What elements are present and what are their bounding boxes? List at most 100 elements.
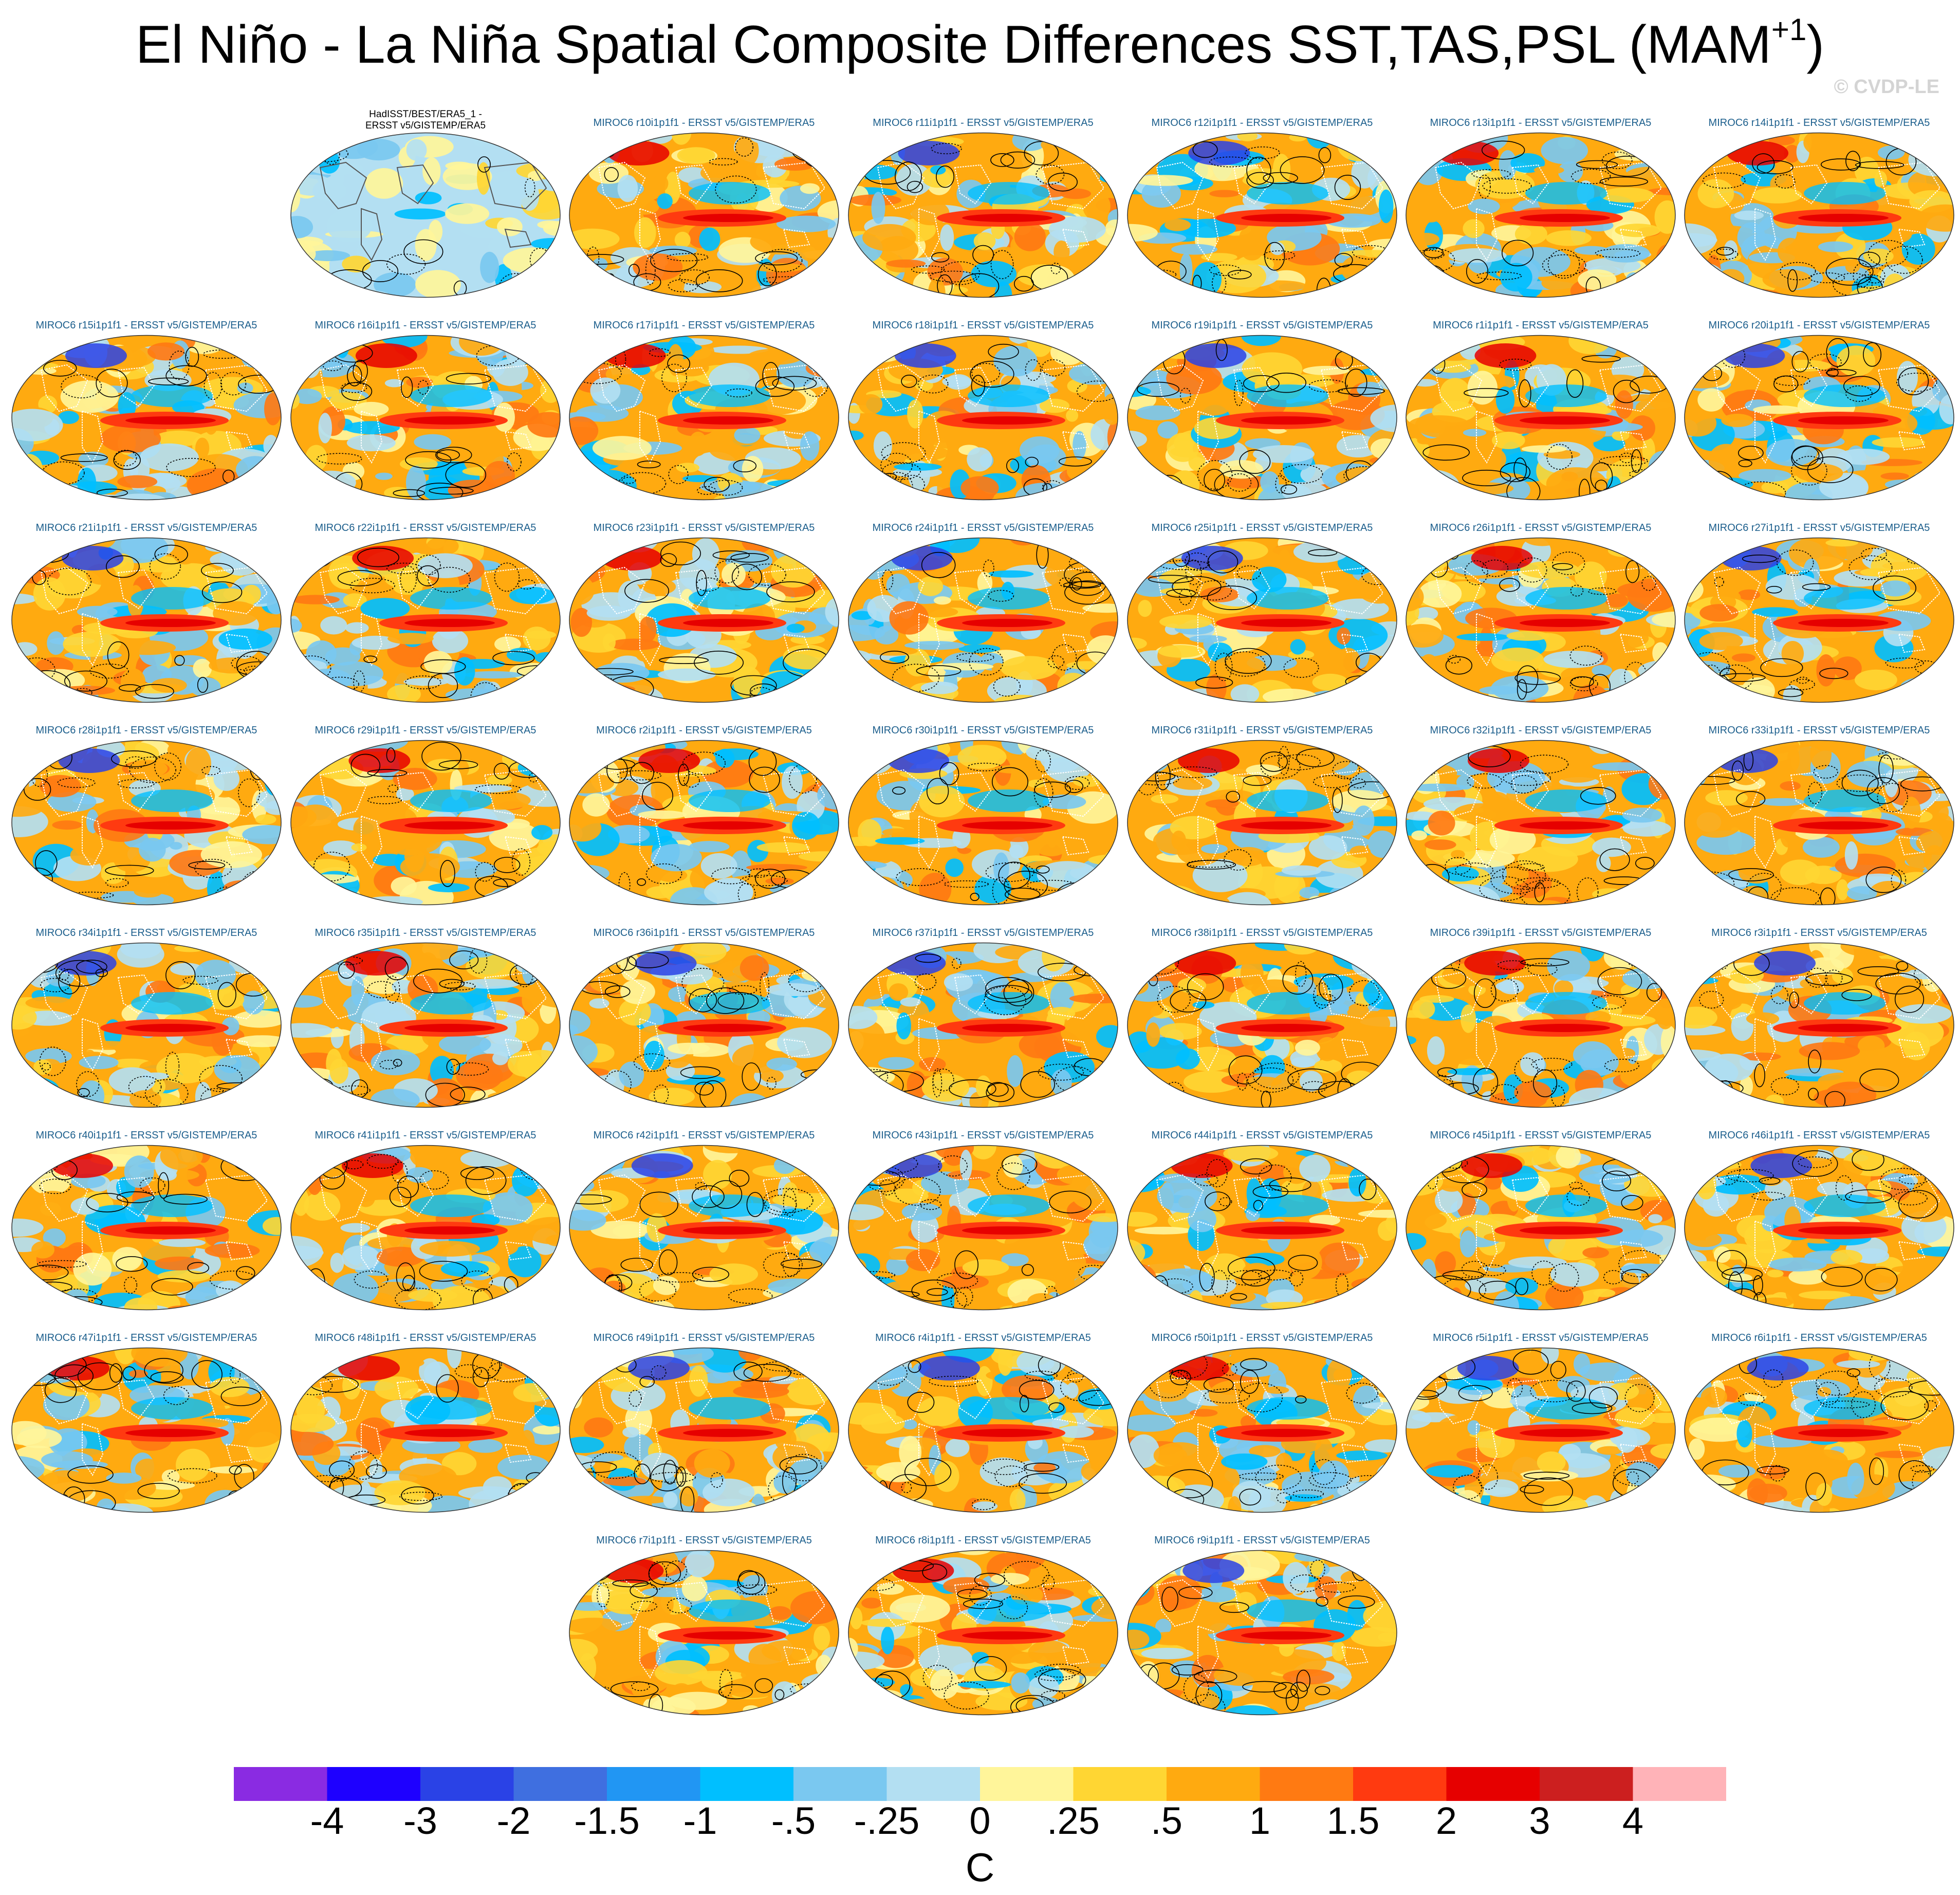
anomaly-patch [1506,631,1550,641]
psl-contour [405,451,452,469]
anomaly-patch [140,443,199,472]
map-panel: MIROC6 r26i1p1f1 - ERSST v5/GISTEMP/ERA5 [1402,522,1679,712]
coastline [1619,228,1647,248]
coastline [1434,161,1483,210]
north-anomaly [1437,141,1499,165]
anomaly-patch [489,822,541,851]
anomaly-patch [12,740,67,756]
psl-contour [637,878,646,886]
coastline [1476,208,1498,261]
psl-contour [493,857,521,873]
anomaly-patch [1753,405,1802,414]
anomaly-patch [1690,136,1719,144]
anomaly-patch [211,740,232,749]
anomaly-patch [1193,262,1222,296]
psl-contour [403,239,443,264]
anomaly-patch [569,815,602,842]
anomaly-patch [325,661,383,687]
coastline [1041,364,1105,412]
psl-contour [511,848,531,876]
anomaly-patch [848,538,890,548]
pacific-cool-band [1247,182,1329,205]
coastline [1877,161,1941,210]
psl-contour [1137,381,1180,397]
anomaly-patch [415,191,442,205]
psl-contour [117,779,155,788]
anomaly-patch [291,347,326,361]
coastline [82,1018,104,1071]
anomaly-patch [419,1241,480,1257]
coastline [82,410,104,464]
panel-label: MIROC6 r15i1p1f1 - ERSST v5/GISTEMP/ERA5 [35,320,257,331]
anomaly-patch [1706,538,1718,551]
coastline [319,1174,367,1222]
psl-contour [1770,1077,1799,1095]
panel-label: MIROC6 r18i1p1f1 - ERSST v5/GISTEMP/ERA5 [872,320,1094,331]
north-anomaly [1181,546,1243,571]
anomaly-patch [821,1169,839,1186]
anomaly-patch [1044,561,1078,587]
anomaly-patch [209,657,254,674]
coastline [1041,566,1105,615]
psl-contour [624,579,670,603]
anomaly-patch [517,546,547,556]
coastline [319,971,367,1020]
anomaly-patch [857,1152,891,1171]
psl-contour [163,1193,208,1205]
coastline [484,566,547,615]
psl-contour [1872,575,1916,601]
north-anomaly [1716,748,1778,773]
anomaly-patch [1803,837,1840,858]
anomaly-patch [1900,677,1949,697]
psl-contour [772,376,817,391]
anomaly-patch [1491,648,1544,673]
coastline [396,771,434,812]
psl-contour [1601,152,1633,169]
map-svg [11,1145,282,1311]
psl-contour [1825,369,1857,377]
pacific-cool-band [689,587,771,610]
coastline [783,1038,810,1058]
anomaly-patch [759,671,811,703]
panel-label: MIROC6 r12i1p1f1 - ERSST v5/GISTEMP/ERA5 [1151,117,1373,128]
psl-contour [384,956,409,981]
panel-label: MIROC6 r20i1p1f1 - ERSST v5/GISTEMP/ERA5 [1708,320,1930,331]
coastline [40,1174,88,1222]
enso-core [1798,1024,1889,1032]
psl-contour [1736,481,1786,500]
anomaly-patch [1406,950,1426,964]
psl-contour [972,245,994,265]
anomaly-patch [1780,859,1820,886]
anomaly-patch [1915,674,1954,695]
page-title: El Niño - La Niña Spatial Composite Diff… [0,12,1960,76]
enso-core [125,416,216,425]
anomaly-patch [1166,362,1222,395]
anomaly-patch [800,183,820,194]
map-svg [848,537,1118,703]
psl-contour [76,1071,100,1097]
anomaly-patch [236,898,261,905]
anomaly-patch [373,854,405,867]
anomaly-patch [896,164,932,196]
psl-contour [929,270,977,283]
anomaly-patch [242,584,261,604]
anomaly-patch [569,1286,591,1310]
anomaly-patch [537,220,560,229]
map-panel: MIROC6 r43i1p1f1 - ERSST v5/GISTEMP/ERA5 [844,1130,1122,1320]
psl-contour [1246,172,1274,189]
psl-contour [1878,755,1894,784]
anomaly-patch [1895,1004,1952,1024]
psl-contour [418,380,429,395]
coastline [639,1220,661,1274]
anomaly-patch [120,668,146,696]
map-panel: MIROC6 r38i1p1f1 - ERSST v5/GISTEMP/ERA5 [1123,927,1401,1117]
anomaly-patch [1081,169,1101,183]
psl-contour [1513,457,1527,481]
coastline [1233,771,1271,812]
anomaly-patch [1818,241,1853,252]
coastline [762,971,826,1020]
anomaly-patch [1428,811,1455,836]
anomaly-patch [851,740,886,763]
anomaly-patch [269,346,281,357]
psl-contour [1033,778,1053,808]
